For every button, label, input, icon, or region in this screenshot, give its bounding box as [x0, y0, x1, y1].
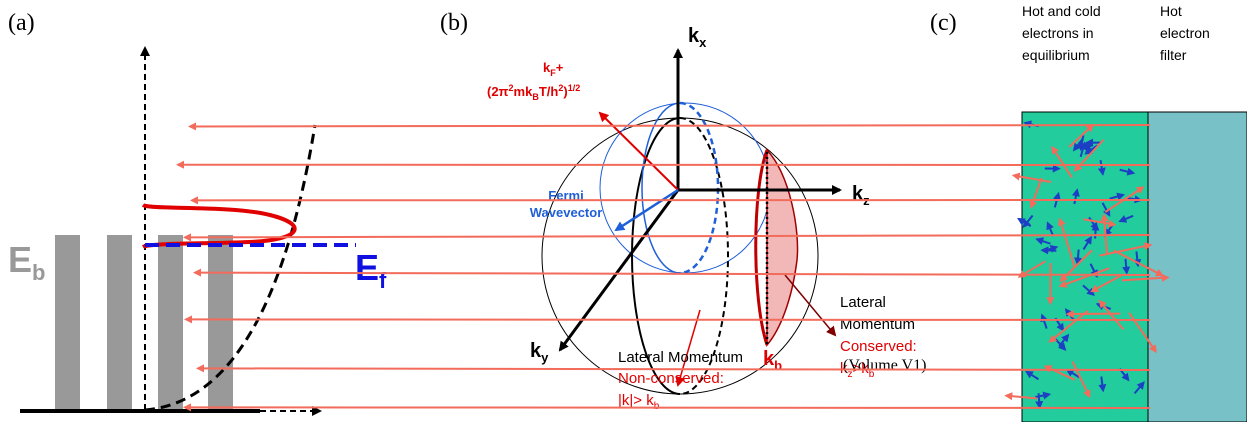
- barrier: [158, 235, 183, 410]
- fermi-sphere: [600, 103, 770, 273]
- hot-electron: [185, 235, 1150, 237]
- cold-electron: [1077, 250, 1078, 264]
- non-conserved-condition: |k|> kb: [618, 392, 660, 412]
- hot-electron: [185, 407, 1150, 408]
- barrier: [208, 235, 233, 410]
- panel-b: (b) kx kz ky kb kF+ (2π2mkBT/h2)1/2 Ferm…: [440, 10, 926, 412]
- barrier-energy: Eb: [8, 239, 45, 285]
- hot-electron: [190, 125, 1150, 126]
- hot-electron: [186, 319, 1150, 320]
- hot-electron: [198, 368, 1150, 370]
- volume-label: (Volume V1): [843, 357, 926, 374]
- panel-label: (a): [8, 10, 35, 36]
- cold-electron: [1095, 225, 1096, 239]
- conserved-cap: [767, 150, 798, 345]
- kf-label: kF+: [543, 60, 564, 78]
- kz-label: kz: [852, 183, 870, 208]
- cap-edge: [756, 150, 767, 345]
- conserved-pointer: [785, 275, 835, 335]
- panel-label: (c): [930, 10, 957, 36]
- thermal-formula: (2π2mkBT/h2)1/2: [487, 83, 580, 102]
- cold-electron: [1039, 393, 1040, 407]
- ky-label: ky: [530, 340, 549, 365]
- fermi-energy: Ef: [355, 247, 387, 293]
- panel-a: (a) Eb Ef: [8, 10, 387, 411]
- filter-region: [1148, 112, 1247, 422]
- barrier: [55, 235, 80, 410]
- cold-electron: [1125, 259, 1126, 273]
- barrier: [107, 235, 132, 410]
- hot-electron: [195, 273, 1150, 275]
- panel-label: (b): [440, 10, 468, 36]
- figure: (a) Eb Ef (b) kx kz: [0, 0, 1247, 422]
- fermi-vector: [616, 190, 678, 230]
- kx-label: kx: [688, 25, 707, 50]
